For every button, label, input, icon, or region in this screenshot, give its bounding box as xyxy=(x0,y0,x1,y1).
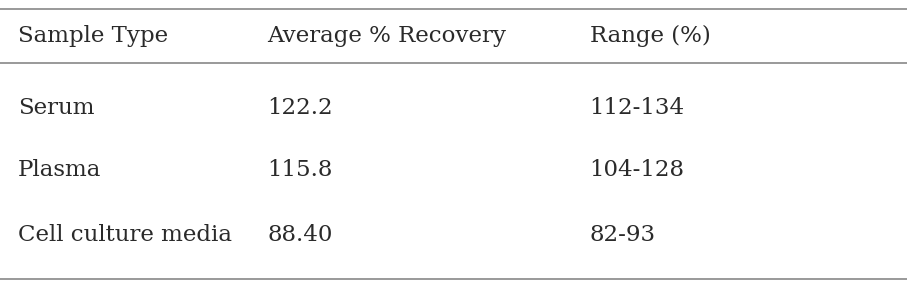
Text: 115.8: 115.8 xyxy=(268,159,333,181)
Text: Cell culture media: Cell culture media xyxy=(18,224,232,246)
Text: 82-93: 82-93 xyxy=(590,224,656,246)
Text: Range (%): Range (%) xyxy=(590,25,710,47)
Text: Average % Recovery: Average % Recovery xyxy=(268,25,507,47)
Text: 112-134: 112-134 xyxy=(590,97,685,119)
Text: Sample Type: Sample Type xyxy=(18,25,169,47)
Text: 88.40: 88.40 xyxy=(268,224,333,246)
Text: 104-128: 104-128 xyxy=(590,159,685,181)
Text: Serum: Serum xyxy=(18,97,94,119)
Text: 122.2: 122.2 xyxy=(268,97,333,119)
Text: Plasma: Plasma xyxy=(18,159,102,181)
